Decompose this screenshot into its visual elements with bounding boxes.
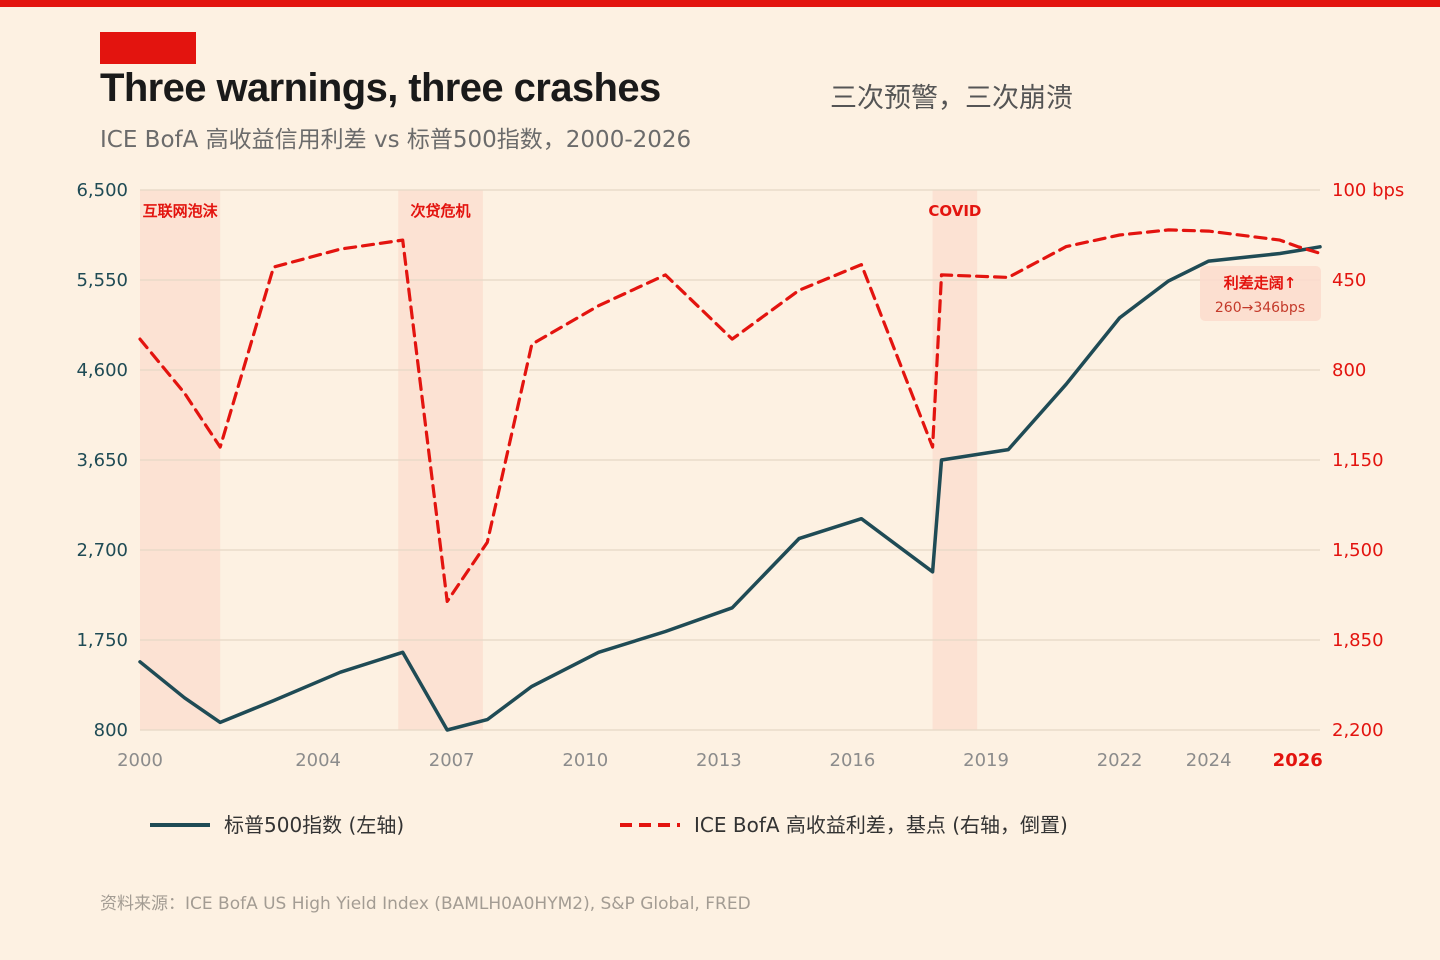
left-axis-ticks: 800 1,750 2,700 3,650 4,600 5,550 6,500 xyxy=(76,180,128,741)
left-tick-label: 6,500 xyxy=(76,180,128,201)
right-tick-label: 800 xyxy=(1332,360,1366,381)
spread-line xyxy=(138,228,1322,603)
x-tick-label: 2019 xyxy=(963,750,1009,771)
x-tick-label: 2004 xyxy=(295,750,341,771)
x-tick-label: 2026 xyxy=(1273,750,1323,771)
x-tick-label: 2016 xyxy=(830,750,876,771)
accent-block xyxy=(100,32,196,64)
left-tick-label: 1,750 xyxy=(76,630,128,651)
period-label-2: COVID xyxy=(928,202,981,220)
gridlines xyxy=(140,189,1320,731)
period-label-0: 互联网泡沫 xyxy=(143,202,219,220)
x-tick-label: 2007 xyxy=(429,750,475,771)
right-tick-label: 1,850 xyxy=(1332,630,1384,651)
right-tick-label: 1,500 xyxy=(1332,540,1384,561)
top-accent-bar xyxy=(0,0,1440,7)
x-tick-label: 2024 xyxy=(1186,750,1232,771)
left-tick-label: 2,700 xyxy=(76,540,128,561)
legend: 标普500指数 (左轴) ICE BofA 高收益利差，基点 (右轴，倒置) xyxy=(150,813,1068,837)
x-axis-ticks: 2000 2004 2007 2010 2013 2016 2019 2022 2024 2026 xyxy=(117,750,1323,771)
right-tick-label: 1,150 xyxy=(1332,450,1384,471)
x-tick-label: 2010 xyxy=(562,750,608,771)
left-tick-label: 800 xyxy=(94,720,128,741)
x-tick-label: 2000 xyxy=(117,750,163,771)
annotation-box xyxy=(1200,266,1321,321)
spread-annotation: 利差走阔↑ 260→346bps xyxy=(1200,266,1321,321)
chart-title: Three warnings, three crashes xyxy=(100,66,661,110)
right-axis-ticks: 100 bps 450 800 1,150 1,500 1,850 2,200 xyxy=(1332,180,1404,741)
left-tick-label: 3,650 xyxy=(76,450,128,471)
series-lines xyxy=(138,228,1322,732)
left-tick-label: 4,600 xyxy=(76,360,128,381)
x-tick-label: 2013 xyxy=(696,750,742,771)
legend-sp500-label: 标普500指数 (左轴) xyxy=(224,813,404,837)
sp500-line xyxy=(138,245,1322,732)
source-note: 资料来源：ICE BofA US High Yield Index (BAMLH… xyxy=(100,894,751,914)
x-tick-label: 2022 xyxy=(1097,750,1143,771)
right-tick-label: 2,200 xyxy=(1332,720,1384,741)
right-tick-label: 100 bps xyxy=(1332,180,1404,201)
annotation-detail: 260→346bps xyxy=(1215,300,1305,316)
annotation-title: 利差走阔↑ xyxy=(1224,274,1297,292)
chart-subtitle: ICE BofA 高收益信用利差 vs 标普500指数，2000-2026 xyxy=(100,127,692,153)
right-tick-label: 450 xyxy=(1332,270,1366,291)
period-label-1: 次贷危机 xyxy=(411,202,471,220)
left-tick-label: 5,550 xyxy=(76,270,128,291)
chart-title-chinese: 三次预警，三次崩溃 xyxy=(830,83,1073,114)
legend-spread-label: ICE BofA 高收益利差，基点 (右轴，倒置) xyxy=(694,813,1068,837)
period-labels: 互联网泡沫 次贷危机 COVID xyxy=(143,202,982,220)
